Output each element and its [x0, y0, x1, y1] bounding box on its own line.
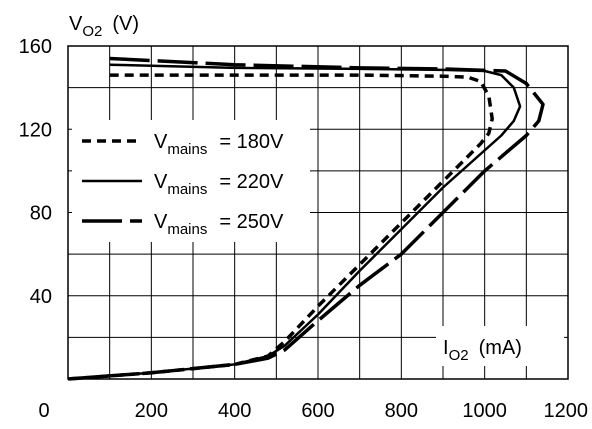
legend-label-250v-sub: mains	[167, 221, 207, 238]
x-tick-label: 800	[385, 400, 418, 422]
x-axis-label-unit: (mA)	[479, 337, 522, 359]
series-line-220v	[67, 63, 522, 381]
legend-label-220v-sub: mains	[167, 181, 207, 198]
x-axis-label: IO2 (mA)	[443, 337, 522, 364]
y-axis-label-unit: (V)	[112, 13, 139, 35]
legend-label-220v: Vmains = 220V	[154, 171, 284, 198]
legend-label-250v-value: = 250V	[219, 211, 284, 233]
plot-frame	[67, 45, 569, 380]
x-tick-label: 400	[218, 400, 251, 422]
legend-label-180v-sub: mains	[167, 141, 207, 158]
legend-label-250v-main: V	[154, 211, 168, 233]
y-tick-label: 120	[19, 119, 52, 141]
y-axis-label-main: V	[69, 13, 83, 35]
x-tick-label: 0	[38, 400, 49, 422]
x-axis-label-sub: O2	[449, 347, 469, 364]
legend-label-220v-value: = 220V	[219, 171, 284, 193]
legend-label-180v: Vmains = 180V	[154, 131, 284, 158]
x-tick-label: 200	[135, 400, 168, 422]
legend-label-180v-value: = 180V	[219, 131, 284, 153]
y-tick-label: 40	[30, 286, 52, 308]
legend-label-250v: Vmains = 250V	[154, 211, 284, 238]
x-tick-label: 1200	[544, 400, 589, 422]
x-axis-label-main: I	[443, 337, 449, 359]
x-tick-label: 600	[301, 400, 334, 422]
x-tick-labels: 0 200 400 600 800 1000 1200	[38, 400, 588, 422]
series-line-250v	[67, 56, 545, 381]
x-axis-label-bg	[436, 326, 564, 366]
y-axis-label: VO2 (V)	[69, 13, 139, 40]
legend: Vmains = 180V Vmains = 220V Vmains = 250V	[72, 120, 310, 242]
series-lines	[67, 56, 545, 381]
y-axis-label-bg	[64, 8, 164, 44]
y-tick-labels: 40 80 120 160	[19, 36, 52, 308]
x-tick-label: 1000	[462, 400, 507, 422]
y-tick-label: 160	[19, 36, 52, 58]
y-axis-label-sub: O2	[82, 23, 102, 40]
legend-label-220v-main: V	[154, 171, 168, 193]
legend-label-180v-main: V	[154, 131, 168, 153]
y-tick-label: 80	[30, 203, 52, 225]
